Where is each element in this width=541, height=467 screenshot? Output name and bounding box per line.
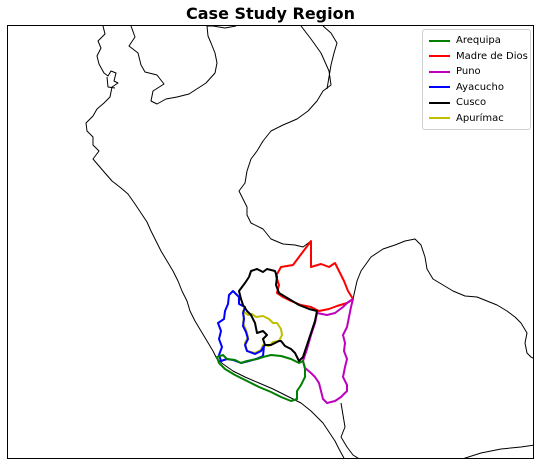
border-brazil-bolivia <box>352 238 533 359</box>
puno-boundary <box>302 298 354 404</box>
border-colombia-brazil <box>207 26 332 248</box>
coastline-detail <box>106 76 116 89</box>
coastline-borders <box>85 26 533 458</box>
legend-label: Ayacucho <box>456 81 504 93</box>
legend-swatch <box>429 101 450 104</box>
border-ecuador-colombia <box>128 26 218 105</box>
legend-item: Madre de Dios <box>429 49 528 65</box>
legend-swatch <box>429 55 450 58</box>
legend-label: Cusco <box>456 97 487 109</box>
legend-label: Puno <box>456 66 481 78</box>
map-title: Case Study Region <box>186 4 355 23</box>
legend-item: Ayacucho <box>429 80 524 96</box>
legend-label: Apurímac <box>456 112 504 124</box>
legend-label: Madre de Dios <box>456 50 528 62</box>
legend-swatch <box>429 70 450 73</box>
legend-item: Puno <box>429 64 524 80</box>
legend-item: Apurímac <box>429 111 524 127</box>
border-bolivia-chile <box>340 402 533 458</box>
legend-label: Arequipa <box>456 35 501 47</box>
legend-item: Cusco <box>429 95 524 111</box>
cusco-boundary <box>238 268 318 362</box>
coastline <box>85 26 345 458</box>
legend-swatch <box>429 86 450 89</box>
madre-de-dios-boundary <box>275 240 354 312</box>
map-svg <box>85 26 533 458</box>
arequipa-boundary <box>216 354 306 402</box>
border-north-edge <box>322 26 338 90</box>
legend: Arequipa Madre de Dios Puno Ayacucho Cusco Ap… <box>422 29 531 130</box>
legend-item: Arequipa <box>429 33 524 49</box>
legend-swatch <box>429 117 450 120</box>
legend-swatch <box>429 39 450 42</box>
